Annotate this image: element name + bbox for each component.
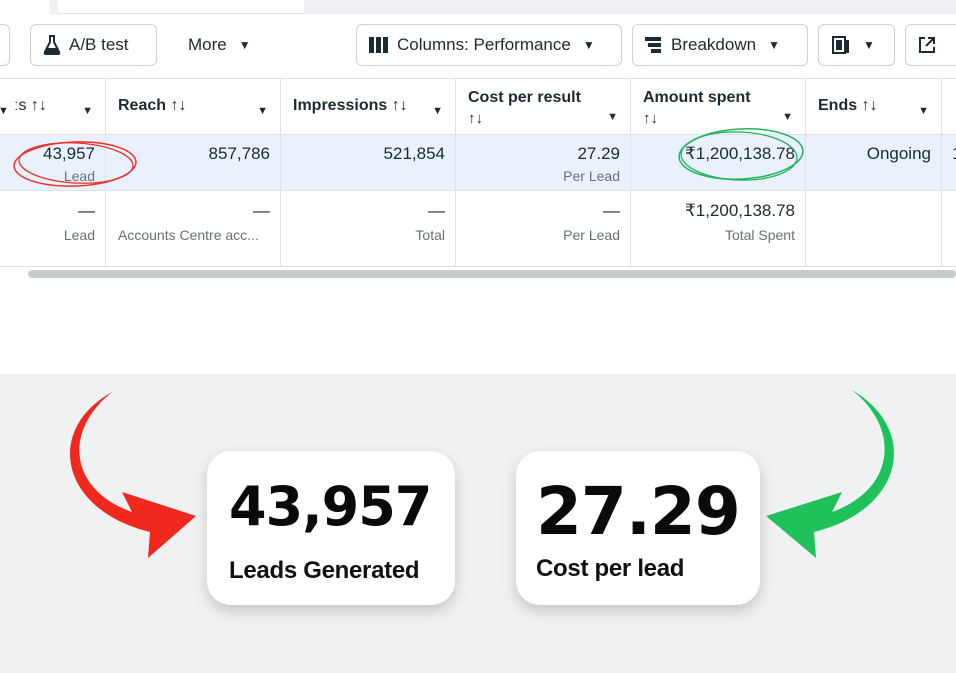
breakdown-icon — [645, 37, 663, 53]
summary-impressions-unit: Total — [415, 227, 445, 243]
cell-impressions: 521,854 — [281, 135, 456, 190]
toolbar: A/B test More ▼ Columns: Performance ▼ B… — [0, 14, 956, 78]
leads-value: 43,957 — [229, 475, 432, 538]
results-value: 43,957 — [43, 144, 95, 163]
tab-strip — [0, 0, 956, 14]
summary-reach: — Accounts Centre acc... — [106, 191, 281, 266]
summary-impressions-value: — — [428, 201, 445, 220]
caret-down-icon: ▼ — [782, 111, 793, 123]
breakdown-button[interactable]: Breakdown ▼ — [632, 24, 808, 66]
caret-down-icon: ▼ — [918, 105, 929, 117]
header-next-partial[interactable] — [942, 79, 956, 134]
header-reach-label: Reach ↑↓ — [118, 97, 187, 114]
reports-button[interactable]: ▼ — [818, 24, 895, 66]
summary-amount-value: ₹1,200,138.78 — [684, 201, 795, 220]
ab-test-label: A/B test — [69, 35, 129, 54]
caret-down-icon: ▼ — [607, 111, 618, 123]
callout-panel: 43,957 Leads Generated 27.29 Cost per le… — [0, 374, 956, 673]
columns-button[interactable]: Columns: Performance ▼ — [356, 24, 622, 66]
cost-per-result-unit: Per Lead — [563, 168, 620, 184]
header-amount-sort: ↑↓ — [643, 110, 658, 127]
header-cost-label: Cost per result — [468, 89, 581, 106]
summary-impressions: — Total — [281, 191, 456, 266]
header-amount-label: Amount spent — [643, 89, 751, 106]
tab-left[interactable] — [0, 0, 50, 14]
flask-icon — [43, 35, 61, 55]
caret-down-icon: ▼ — [257, 105, 268, 117]
cell-results: 43,957 Lead — [0, 135, 106, 190]
summary-results-value: — — [78, 201, 95, 220]
header-results-label: ːs ↑↓ — [14, 97, 47, 114]
reach-value: 857,786 — [208, 144, 270, 163]
partial-value: 1 — [952, 144, 956, 164]
header-ends-label: Ends ↑↓ — [818, 97, 878, 114]
more-button[interactable]: More ▼ — [175, 24, 275, 66]
ab-test-button[interactable]: A/B test — [30, 24, 157, 66]
table-header: ▼ ːs ↑↓ ▼ Reach ↑↓ ▼ Impressions ↑↓ ▼ Co… — [0, 78, 956, 135]
table-row[interactable]: 43,957 Lead 857,786 521,854 27.29 Per Le… — [0, 135, 956, 191]
impressions-value: 521,854 — [383, 144, 445, 163]
summary-cost-value: — — [603, 201, 620, 220]
cell-reach: 857,786 — [106, 135, 281, 190]
cost-label: Cost per lead — [536, 555, 685, 582]
breakdown-label: Breakdown — [671, 35, 757, 54]
horizontal-scrollbar[interactable] — [28, 270, 956, 278]
ends-value: Ongoing — [866, 144, 931, 163]
summary-amount-unit: Total Spent — [724, 227, 795, 243]
tab-active[interactable] — [58, 0, 304, 14]
summary-ends — [806, 191, 942, 266]
results-unit: Lead — [63, 168, 95, 184]
cost-value: 27.29 — [536, 473, 741, 550]
toolbar-partial-button[interactable] — [0, 24, 10, 66]
amount-spent-value: ₹1,200,138.78 — [684, 144, 795, 163]
cost-per-result-value: 27.29 — [577, 144, 620, 163]
summary-results: — Lead — [0, 191, 106, 266]
cell-next-partial: 1 — [942, 135, 956, 190]
caret-down-icon: ▼ — [432, 105, 443, 117]
caret-down-icon: ▼ — [238, 38, 251, 52]
summary-cost-unit: Per Lead — [563, 227, 620, 243]
cell-ends: Ongoing — [806, 135, 942, 190]
columns-label: Columns: Performance — [397, 35, 571, 54]
external-link-icon — [918, 36, 936, 54]
more-label: More — [188, 35, 227, 54]
summary-amount-spent: ₹1,200,138.78 Total Spent — [631, 191, 806, 266]
header-impressions-label: Impressions ↑↓ — [293, 97, 408, 114]
caret-down-icon: ▼ — [0, 105, 9, 117]
header-cost-sort: ↑↓ — [468, 110, 483, 127]
header-amount-spent[interactable]: Amount spent ↑↓ ▼ — [631, 79, 806, 134]
header-impressions[interactable]: Impressions ↑↓ ▼ — [281, 79, 456, 134]
header-cost-per-result[interactable]: Cost per result ↑↓ ▼ — [456, 79, 631, 134]
cell-cost-per-result: 27.29 Per Lead — [456, 135, 631, 190]
cost-card: 27.29 Cost per lead — [516, 451, 760, 605]
summary-cost-per-result: — Per Lead — [456, 191, 631, 266]
caret-down-icon: ▼ — [768, 38, 780, 52]
header-results[interactable]: ▼ ːs ↑↓ ▼ — [0, 79, 106, 134]
export-button[interactable] — [905, 24, 956, 66]
cell-amount-spent: ₹1,200,138.78 — [631, 135, 806, 190]
summary-reach-unit: Accounts Centre acc... — [118, 227, 259, 243]
summary-results-unit: Lead — [63, 227, 95, 243]
reports-icon — [831, 35, 851, 55]
leads-card: 43,957 Leads Generated — [207, 451, 455, 605]
caret-down-icon: ▼ — [582, 38, 595, 52]
summary-row: — Lead — Accounts Centre acc... — Total … — [0, 191, 956, 267]
header-reach[interactable]: Reach ↑↓ ▼ — [106, 79, 281, 134]
caret-down-icon: ▼ — [863, 38, 875, 52]
caret-down-icon: ▼ — [82, 105, 93, 117]
columns-icon — [369, 37, 389, 53]
summary-reach-value: — — [253, 201, 270, 220]
header-ends[interactable]: Ends ↑↓ ▼ — [806, 79, 942, 134]
leads-label: Leads Generated — [229, 557, 420, 584]
